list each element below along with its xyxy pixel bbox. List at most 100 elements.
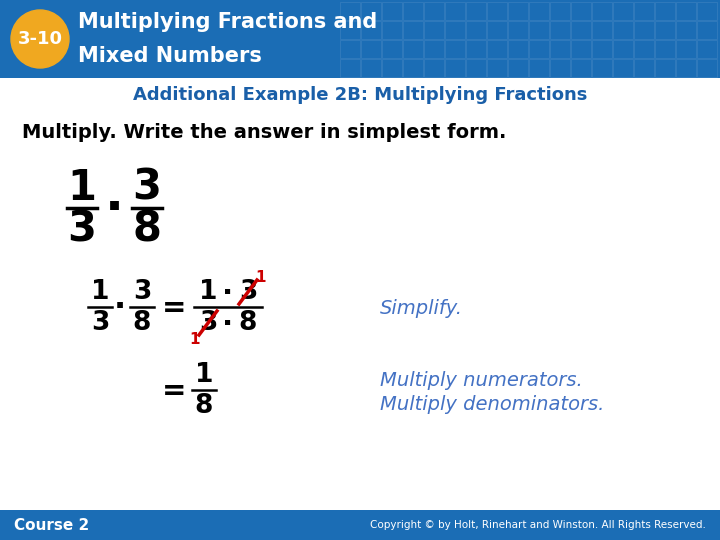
Circle shape (11, 10, 69, 68)
Bar (466, 21, 486, 39)
Bar (697, 40, 717, 58)
Bar (361, 59, 381, 77)
Bar (340, 2, 360, 20)
Bar (403, 2, 423, 20)
Text: Mixed Numbers: Mixed Numbers (78, 46, 262, 66)
Bar (550, 59, 570, 77)
Bar (634, 2, 654, 20)
Bar (571, 21, 591, 39)
Bar (361, 2, 381, 20)
Text: 3: 3 (199, 310, 217, 336)
Bar (571, 2, 591, 20)
Text: ·: · (104, 185, 124, 233)
Text: 3: 3 (132, 167, 161, 209)
Bar (550, 2, 570, 20)
Bar (382, 40, 402, 58)
Bar (382, 59, 402, 77)
Text: ·: · (222, 279, 233, 307)
Bar (466, 2, 486, 20)
Text: 8: 8 (132, 209, 161, 251)
Bar (676, 21, 696, 39)
Bar (340, 59, 360, 77)
Bar (634, 40, 654, 58)
Bar (466, 59, 486, 77)
Bar (697, 59, 717, 77)
Text: 3: 3 (68, 209, 96, 251)
Bar (529, 40, 549, 58)
Text: Copyright © by Holt, Rinehart and Winston. All Rights Reserved.: Copyright © by Holt, Rinehart and Winsto… (370, 520, 706, 530)
Text: 3-10: 3-10 (17, 30, 63, 48)
Bar (550, 21, 570, 39)
Bar (382, 21, 402, 39)
Bar (361, 21, 381, 39)
Bar (676, 59, 696, 77)
Bar (508, 21, 528, 39)
Bar (445, 40, 465, 58)
Bar (592, 59, 612, 77)
Bar (487, 21, 507, 39)
Text: 1: 1 (91, 279, 109, 305)
Text: 8: 8 (132, 310, 151, 336)
Bar (676, 2, 696, 20)
Text: 1: 1 (68, 167, 96, 209)
Bar (613, 2, 633, 20)
Text: 1: 1 (194, 362, 213, 388)
Bar (487, 2, 507, 20)
Bar (592, 40, 612, 58)
Bar (403, 40, 423, 58)
Bar (571, 40, 591, 58)
Text: ·: · (114, 293, 126, 323)
Text: Course 2: Course 2 (14, 517, 89, 532)
Text: Multiplying Fractions and: Multiplying Fractions and (78, 12, 377, 32)
Bar (655, 21, 675, 39)
Bar (403, 59, 423, 77)
Bar (0, 510, 720, 540)
Bar (424, 21, 444, 39)
Bar (487, 40, 507, 58)
Bar (592, 21, 612, 39)
Bar (697, 21, 717, 39)
Bar (340, 40, 360, 58)
Text: 1: 1 (199, 279, 217, 305)
Bar (676, 40, 696, 58)
Bar (613, 21, 633, 39)
Bar (613, 59, 633, 77)
Bar (361, 40, 381, 58)
Bar (466, 40, 486, 58)
Bar (634, 21, 654, 39)
Text: Additional Example 2B: Multiplying Fractions: Additional Example 2B: Multiplying Fract… (132, 86, 588, 104)
Bar (655, 2, 675, 20)
Bar (508, 59, 528, 77)
Bar (655, 59, 675, 77)
Text: 8: 8 (195, 393, 213, 419)
Bar (508, 2, 528, 20)
Text: Simplify.: Simplify. (380, 299, 463, 318)
Text: 3: 3 (239, 279, 257, 305)
Bar (445, 59, 465, 77)
Bar (424, 59, 444, 77)
Text: Multiply. Write the answer in simplest form.: Multiply. Write the answer in simplest f… (22, 124, 506, 143)
Bar (592, 2, 612, 20)
Bar (340, 21, 360, 39)
Bar (550, 40, 570, 58)
Bar (508, 40, 528, 58)
Bar (571, 59, 591, 77)
Bar (697, 2, 717, 20)
Text: 3: 3 (132, 279, 151, 305)
Bar (382, 2, 402, 20)
Text: ·: · (222, 310, 233, 338)
Text: =: = (162, 377, 186, 405)
Bar (445, 21, 465, 39)
Bar (529, 21, 549, 39)
Bar (529, 2, 549, 20)
Bar (0, 0, 720, 78)
Text: Multiply denominators.: Multiply denominators. (380, 395, 604, 415)
Bar (424, 2, 444, 20)
Bar (529, 59, 549, 77)
Bar (424, 40, 444, 58)
Text: Multiply numerators.: Multiply numerators. (380, 370, 582, 389)
Text: 8: 8 (239, 310, 257, 336)
Bar (613, 40, 633, 58)
Bar (445, 2, 465, 20)
Text: 3: 3 (91, 310, 109, 336)
